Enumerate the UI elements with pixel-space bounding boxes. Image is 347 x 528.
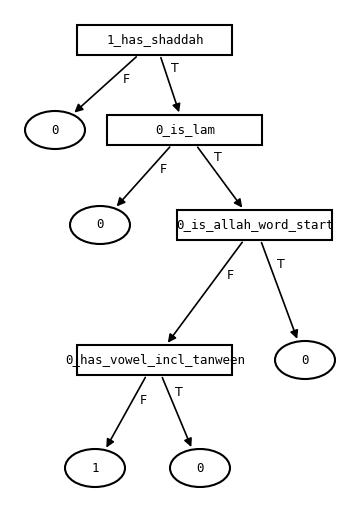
- Text: F: F: [123, 72, 130, 86]
- Text: 1_has_shaddah: 1_has_shaddah: [106, 33, 204, 46]
- Ellipse shape: [65, 449, 125, 487]
- Text: T: T: [171, 62, 179, 75]
- Text: F: F: [160, 163, 167, 176]
- FancyBboxPatch shape: [108, 115, 262, 145]
- Text: 0: 0: [196, 461, 204, 475]
- Text: 0: 0: [301, 354, 309, 366]
- Text: T: T: [214, 151, 221, 164]
- Text: 0_is_lam: 0_is_lam: [155, 124, 215, 137]
- FancyBboxPatch shape: [178, 210, 332, 240]
- Text: 0: 0: [96, 219, 104, 231]
- Text: 0: 0: [51, 124, 59, 137]
- Text: F: F: [140, 394, 147, 408]
- Ellipse shape: [275, 341, 335, 379]
- Ellipse shape: [25, 111, 85, 149]
- Text: 0_has_vowel_incl_tanween: 0_has_vowel_incl_tanween: [65, 354, 245, 366]
- Ellipse shape: [170, 449, 230, 487]
- Text: 0_is_allah_word_start: 0_is_allah_word_start: [176, 219, 334, 231]
- Text: T: T: [277, 258, 284, 271]
- Ellipse shape: [70, 206, 130, 244]
- FancyBboxPatch shape: [77, 25, 232, 55]
- Text: T: T: [175, 385, 183, 399]
- FancyBboxPatch shape: [77, 345, 232, 375]
- Text: 1: 1: [91, 461, 99, 475]
- Text: F: F: [227, 269, 234, 282]
